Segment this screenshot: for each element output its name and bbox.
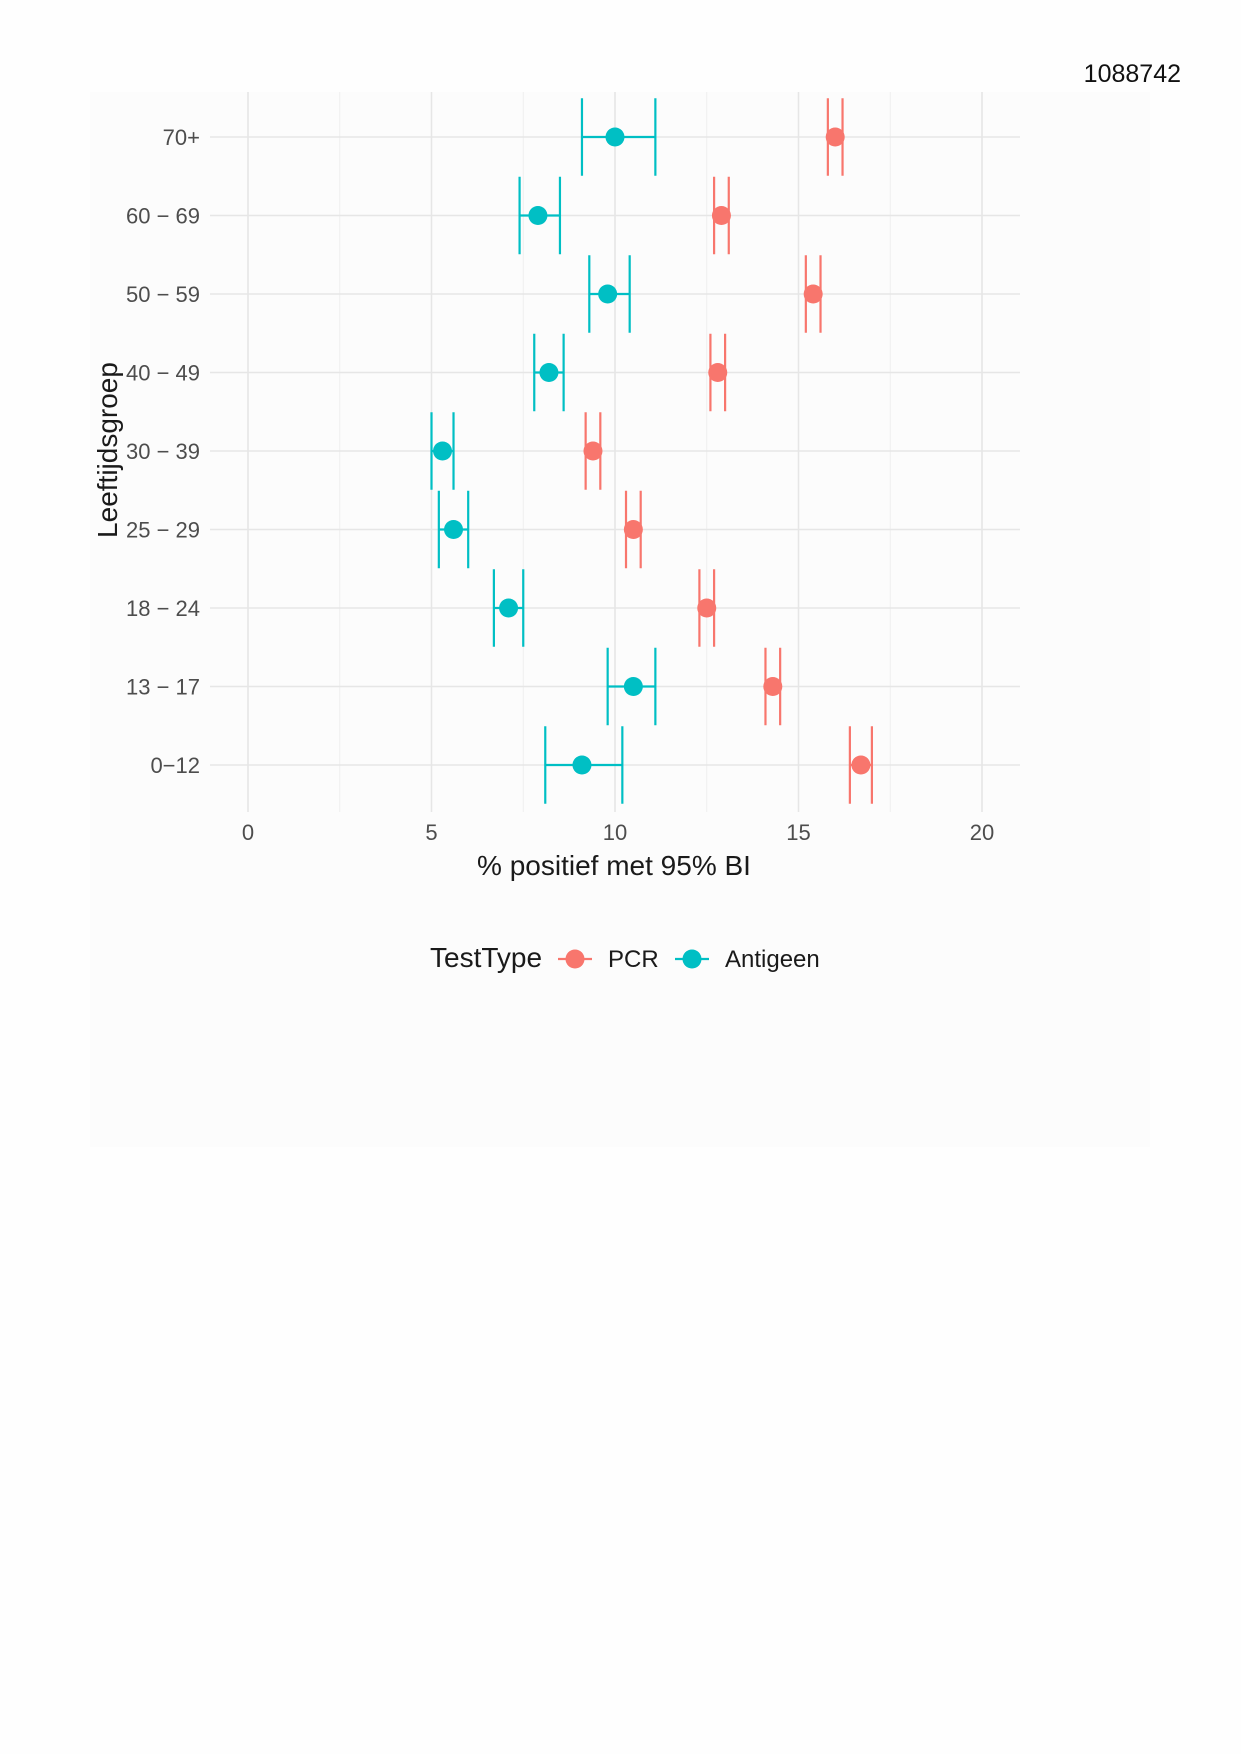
antigeen-point xyxy=(539,363,559,382)
pcr-point xyxy=(851,755,871,775)
forest-plot: 0 5 10 15 20 0−12 13 − 17 18 − 24 25 − 29 30 − 39… xyxy=(92,92,1020,973)
antigeen-point xyxy=(528,206,548,225)
pcr-point xyxy=(803,284,823,304)
y-tick-label: 50 − 59 xyxy=(126,282,200,307)
x-tick-label: 10 xyxy=(603,820,627,845)
antigeen-point xyxy=(605,127,625,147)
pcr-point xyxy=(825,127,845,147)
point-layer xyxy=(433,127,871,775)
legend-label-antigeen: Antigeen xyxy=(725,946,820,973)
x-tick-label: 0 xyxy=(242,820,254,845)
pcr-point xyxy=(697,598,717,618)
antigeen-point xyxy=(623,677,643,696)
x-tick-label: 5 xyxy=(425,820,437,845)
y-tick-label: 18 − 24 xyxy=(126,596,200,621)
legend-label-pcr: PCR xyxy=(608,946,659,973)
y-tick-label: 40 − 49 xyxy=(126,361,200,386)
legend-key-pcr-point xyxy=(565,949,585,969)
y-axis-title: Leeftijdsgroep xyxy=(92,362,123,538)
antigeen-point xyxy=(444,520,464,539)
x-tick-label: 20 xyxy=(970,820,994,845)
x-tick-label: 15 xyxy=(786,820,810,845)
chart-panel: 0 5 10 15 20 0−12 13 − 17 18 − 24 25 − 29 30 − 39… xyxy=(90,92,1150,1147)
antigeen-point xyxy=(499,598,519,618)
y-tick-label: 0−12 xyxy=(150,753,200,778)
y-tick-label: 30 − 39 xyxy=(126,439,200,464)
legend-title: TestType xyxy=(430,942,542,973)
y-tick-label: 25 − 29 xyxy=(126,518,200,543)
pcr-point xyxy=(763,677,783,696)
tick-label-layer: 0 5 10 15 20 0−12 13 − 17 18 − 24 25 − 29 30 − 39… xyxy=(126,125,994,845)
y-tick-label: 13 − 17 xyxy=(126,675,200,700)
x-axis-title: % positief met 95% BI xyxy=(477,850,751,881)
grid-layer xyxy=(210,92,1020,812)
y-tick-label: 70+ xyxy=(163,125,200,150)
errorbar-layer xyxy=(430,98,874,804)
pcr-point xyxy=(583,441,603,461)
legend-key-antigeen-point xyxy=(682,949,702,969)
legend: TestType PCR Antigeen xyxy=(430,942,820,973)
antigeen-point xyxy=(572,755,592,775)
document-id: 1088742 xyxy=(1083,60,1181,88)
pcr-point xyxy=(708,363,728,382)
y-tick-label: 60 − 69 xyxy=(126,204,200,229)
antigeen-point xyxy=(433,441,453,461)
antigeen-point xyxy=(598,284,618,304)
pcr-point xyxy=(711,206,731,225)
pcr-point xyxy=(623,520,643,539)
